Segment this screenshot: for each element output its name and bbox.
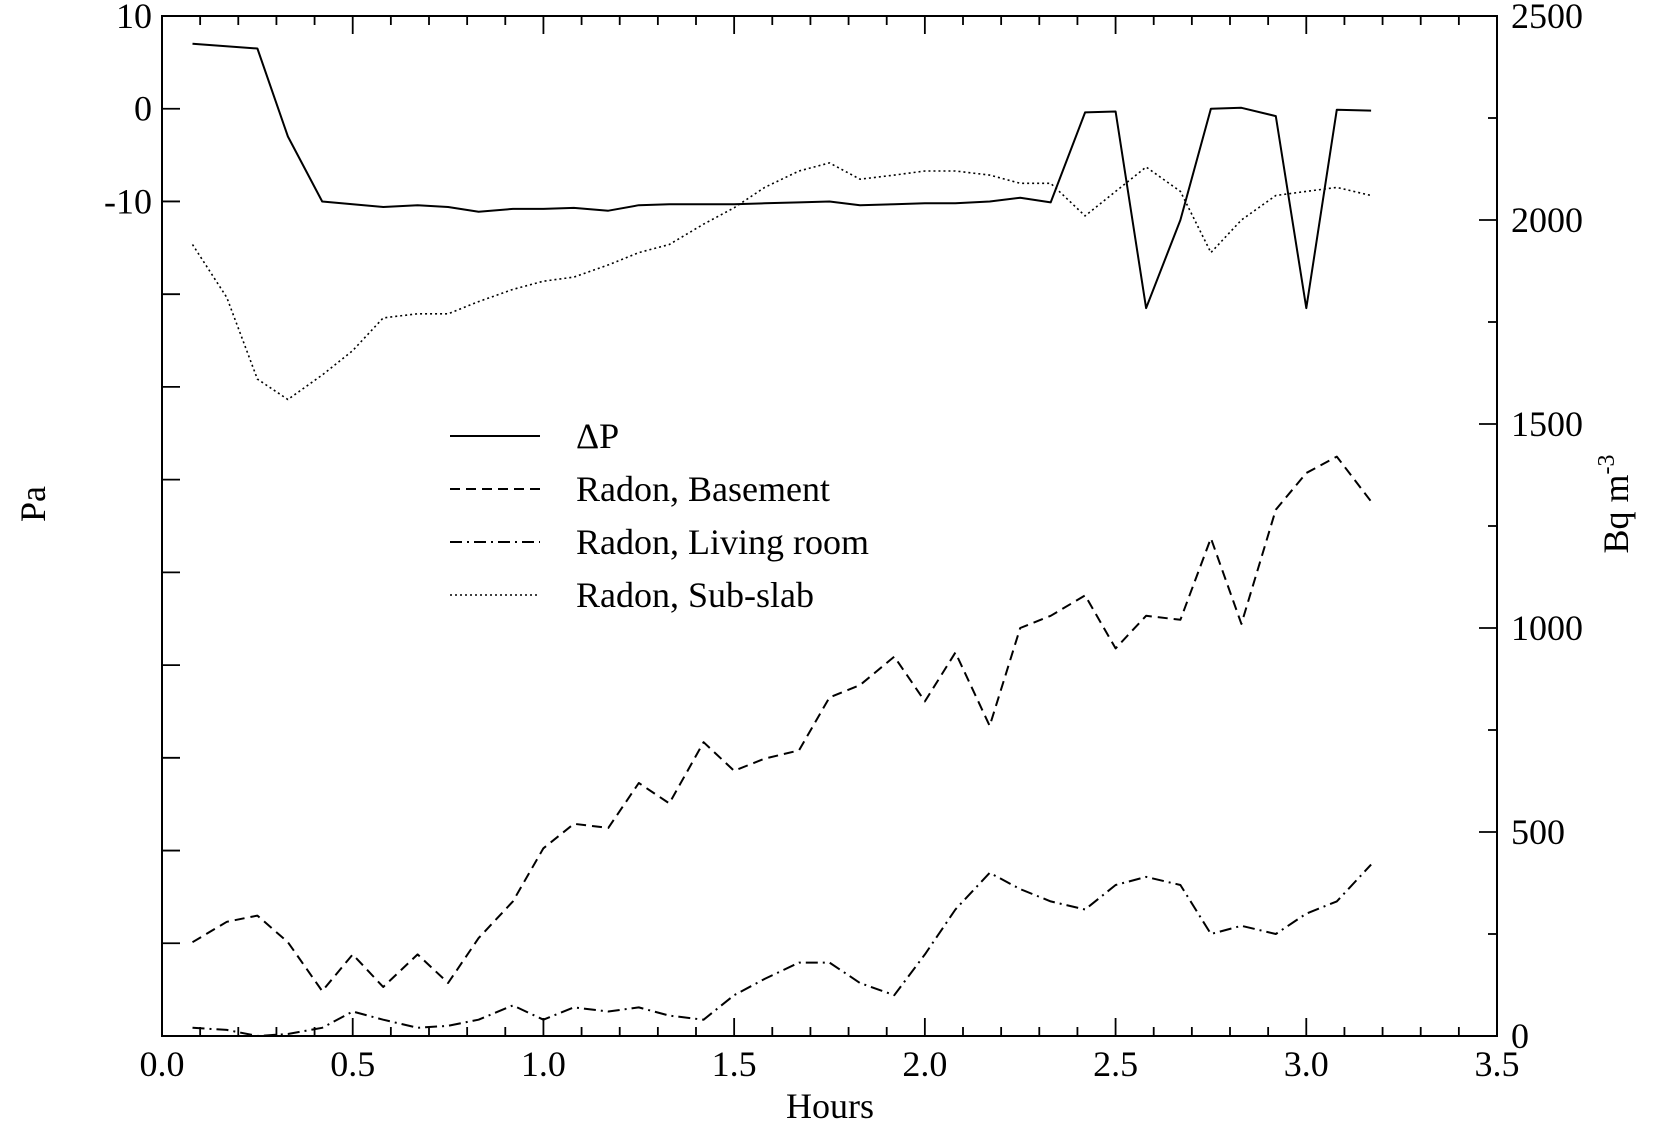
- axis-tick-labels: 0.0 0.5 1.0 1.5 2.0 2.5 3.0 3.5 10 0 -10 0 500 1000 15…: [104, 0, 1583, 1084]
- x-tick-label: 3.5: [1475, 1044, 1520, 1084]
- y-right-tick-label: 0: [1511, 1016, 1529, 1056]
- y-axis-right-label-exponent: -3: [1594, 454, 1620, 474]
- y-right-tick-label: 500: [1511, 812, 1565, 852]
- y-right-tick-label: 2000: [1511, 200, 1583, 240]
- y-axis-left-label: Pa: [13, 486, 53, 522]
- y-right-tick-label: 1500: [1511, 404, 1583, 444]
- axis-ticks: [161, 15, 1498, 1037]
- series-line-2: [192, 863, 1372, 1037]
- series-lines: [191, 42, 1372, 1037]
- y-left-tick-label: 10: [116, 0, 152, 36]
- y-left-tick-label: -10: [104, 181, 152, 221]
- x-tick-label: 0.0: [140, 1044, 185, 1084]
- y-right-tick-label: 2500: [1511, 0, 1583, 36]
- y-axis-right-label: Bq m-3: [1594, 454, 1636, 553]
- series-line-0: [192, 42, 1372, 310]
- legend-label-1: Radon, Basement: [576, 469, 830, 509]
- series-line-1: [191, 455, 1372, 993]
- x-tick-label: 1.5: [712, 1044, 757, 1084]
- legend-label-0: ΔP: [576, 416, 619, 456]
- legend: ΔP Radon, Basement Radon, Living room Radon…: [450, 416, 869, 615]
- x-tick-label: 0.5: [330, 1044, 375, 1084]
- x-tick-label: 3.0: [1284, 1044, 1329, 1084]
- legend-label-3: Radon, Sub-slab: [576, 575, 814, 615]
- x-axis-label: Hours: [786, 1086, 874, 1126]
- x-tick-label: 1.0: [521, 1044, 566, 1084]
- legend-label-2: Radon, Living room: [576, 522, 869, 562]
- y-left-tick-label: 0: [134, 89, 152, 129]
- x-tick-label: 2.0: [902, 1044, 947, 1084]
- x-tick-label: 2.5: [1093, 1044, 1138, 1084]
- series-line-3: [191, 162, 1372, 401]
- y-axis-right-label-unit: Bq m: [1596, 474, 1636, 553]
- y-right-tick-label: 1000: [1511, 608, 1583, 648]
